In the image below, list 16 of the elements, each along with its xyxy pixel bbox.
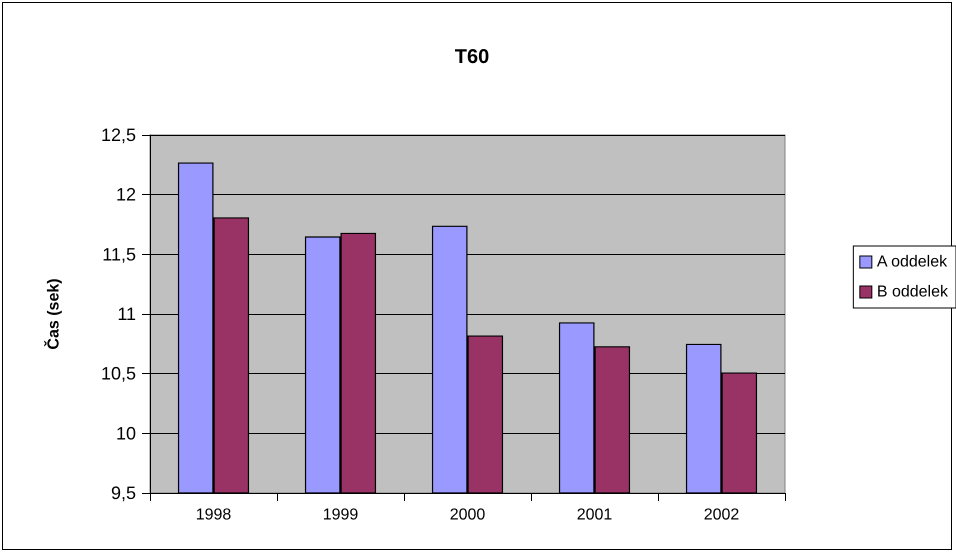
y-tick-label: 9,5	[110, 483, 136, 503]
y-tick-label: 12	[116, 184, 136, 205]
y-tick-label: 10,5	[100, 364, 136, 384]
x-tick-label: 2001	[576, 506, 612, 524]
y-axis-title: Čas (sek)	[44, 278, 62, 350]
y-tick-label: 11,5	[102, 244, 136, 264]
chart-title: T60	[454, 46, 490, 68]
x-tick-label: 1998	[196, 506, 232, 524]
x-tick-label: 1999	[322, 506, 358, 524]
x-tick-label: 2002	[704, 506, 740, 524]
y-tick-label: 12,5	[100, 125, 136, 145]
legend-label: A oddelek	[876, 254, 948, 270]
x-tick-label: 2000	[450, 506, 486, 524]
legend-label: B oddelek	[876, 284, 949, 300]
y-tick-label: 11	[117, 304, 136, 324]
y-tick-label: 10	[116, 423, 136, 444]
